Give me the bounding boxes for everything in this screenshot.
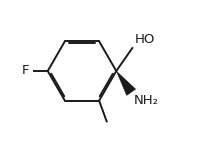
Polygon shape: [116, 71, 136, 96]
Text: F: F: [22, 65, 30, 77]
Text: HO: HO: [134, 33, 155, 46]
Text: NH₂: NH₂: [134, 94, 159, 107]
